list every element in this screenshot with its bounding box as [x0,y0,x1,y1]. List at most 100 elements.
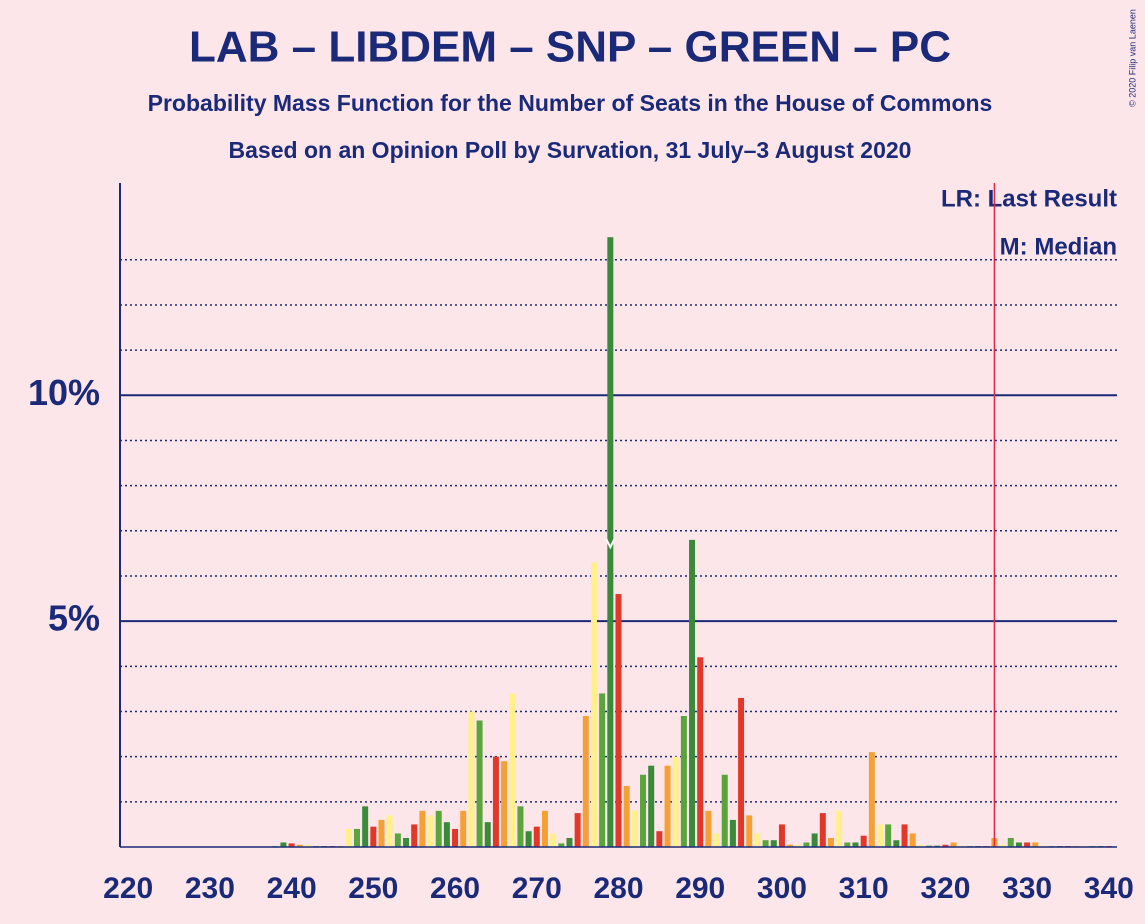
x-tick-label: 260 [430,872,480,905]
bar [950,842,957,847]
x-tick-label: 280 [593,872,643,905]
chart-subtitle: Probability Mass Function for the Number… [148,90,993,116]
bar [852,842,859,847]
bar [411,824,418,847]
bar [999,844,1006,847]
x-tick-label: 220 [103,872,153,905]
bar [288,843,295,847]
bar [1032,842,1039,847]
bar [836,810,843,847]
bar [460,810,467,847]
bar [754,833,761,847]
bar [517,806,524,847]
legend-entry: M: Median [1000,233,1117,260]
bar [362,806,369,847]
bar [1024,842,1031,847]
bar [558,843,565,847]
bar [877,824,884,847]
bar [582,716,589,847]
bar [746,815,753,847]
bar [893,840,900,847]
chart-title: LAB – LIBDEM – SNP – GREEN – PC [189,23,951,72]
bar [803,842,810,847]
bar [304,844,311,847]
bar [280,842,287,847]
x-tick-label: 270 [512,872,562,905]
bar [738,697,745,847]
bar [590,562,597,847]
bar [468,711,475,847]
bar [452,828,459,847]
bar [484,822,491,847]
chart-subtitle: Based on an Opinion Poll by Survation, 3… [229,137,912,163]
bar [770,840,777,847]
y-tick-label: 10% [28,372,100,413]
bar [689,539,696,847]
bar [435,810,442,847]
credit: © 2020 Filip van Laenen [1127,9,1137,107]
bar [705,810,712,847]
bar [901,824,908,847]
bar [713,833,720,847]
bar [885,824,892,847]
bar [533,826,540,847]
bar [386,815,393,847]
bar [844,842,851,847]
bar [378,819,385,847]
bar [492,756,499,847]
bar [778,824,785,847]
bar [656,831,663,847]
bar [1007,837,1014,847]
bar [827,837,834,847]
bar [623,786,630,847]
bar [917,844,924,847]
bar [615,594,622,847]
x-tick-label: 310 [839,872,889,905]
bar [607,237,614,847]
bar [525,831,532,847]
y-tick-label: 5% [48,598,100,639]
bar [541,810,548,847]
bar [648,765,655,847]
bar [942,844,949,847]
bar [680,716,687,847]
bar [574,813,581,847]
bar [909,833,916,847]
x-tick-label: 290 [675,872,725,905]
bar [697,657,704,847]
bar [443,822,450,847]
bar [427,815,434,847]
x-tick-label: 300 [757,872,807,905]
bar [501,761,508,847]
bar [419,810,426,847]
x-tick-label: 340 [1084,872,1134,905]
bar [370,826,377,847]
bar [795,844,802,847]
bar [868,752,875,847]
bar [819,813,826,847]
median-marker [605,538,616,550]
bar [476,720,483,847]
x-tick-label: 230 [185,872,235,905]
bar [345,828,352,847]
bar [566,837,573,847]
bar [509,693,516,847]
bar [811,833,818,847]
x-tick-label: 250 [348,872,398,905]
bar [403,837,410,847]
bar [296,844,303,847]
bar [672,756,679,847]
bar [394,833,401,847]
bar [664,765,671,847]
bar [787,844,794,847]
bar [640,774,647,847]
bar [631,810,638,847]
bar [550,833,557,847]
bar [860,835,867,847]
x-tick-label: 320 [920,872,970,905]
bar [762,840,769,847]
bar [721,774,728,847]
bar [729,819,736,847]
bar [1015,842,1022,847]
